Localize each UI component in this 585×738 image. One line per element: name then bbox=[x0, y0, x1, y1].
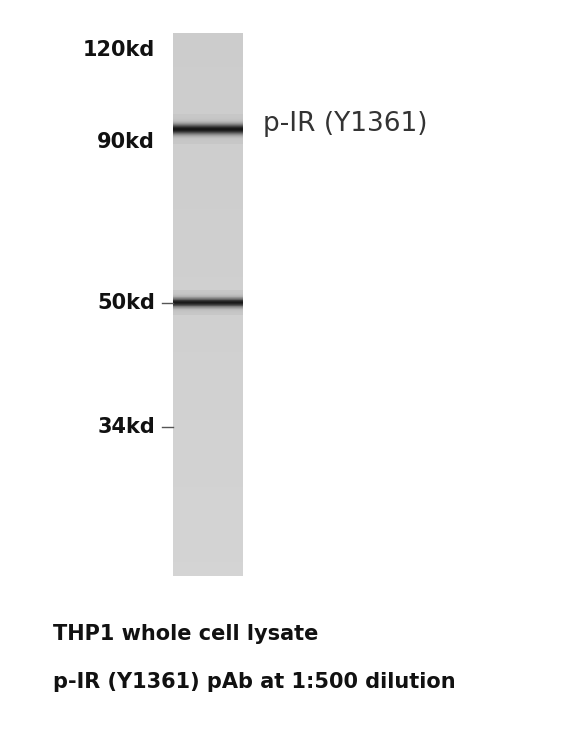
Bar bbox=[173, 427, 243, 433]
Bar bbox=[173, 210, 243, 216]
Bar bbox=[173, 257, 243, 263]
Bar bbox=[173, 108, 243, 114]
Bar bbox=[173, 535, 243, 542]
Bar bbox=[173, 148, 243, 155]
Bar bbox=[173, 101, 243, 108]
Bar bbox=[173, 311, 243, 318]
Bar bbox=[173, 33, 243, 40]
Bar bbox=[173, 521, 243, 528]
Bar bbox=[173, 74, 243, 80]
Bar bbox=[173, 331, 243, 338]
Text: p-IR (Y1361) pAb at 1:500 dilution: p-IR (Y1361) pAb at 1:500 dilution bbox=[53, 672, 455, 692]
Bar bbox=[173, 345, 243, 352]
Bar bbox=[173, 135, 243, 142]
Bar bbox=[173, 61, 243, 67]
Bar bbox=[173, 352, 243, 359]
Bar bbox=[173, 528, 243, 535]
Bar bbox=[173, 277, 243, 284]
Bar bbox=[173, 325, 243, 331]
Bar bbox=[173, 393, 243, 399]
Bar bbox=[173, 338, 243, 345]
Bar bbox=[173, 284, 243, 291]
Bar bbox=[173, 40, 243, 46]
Bar bbox=[173, 182, 243, 189]
Bar bbox=[173, 514, 243, 521]
Bar bbox=[173, 176, 243, 182]
Bar bbox=[173, 386, 243, 393]
Bar bbox=[173, 223, 243, 230]
Bar bbox=[173, 433, 243, 440]
Bar bbox=[173, 454, 243, 461]
Text: 90kd: 90kd bbox=[97, 131, 155, 152]
Bar bbox=[173, 196, 243, 203]
Text: 34kd: 34kd bbox=[97, 416, 155, 437]
Bar bbox=[173, 359, 243, 365]
Bar bbox=[173, 237, 243, 244]
Bar bbox=[173, 406, 243, 413]
Bar bbox=[173, 244, 243, 250]
Bar bbox=[173, 420, 243, 427]
Bar bbox=[173, 216, 243, 223]
Bar bbox=[173, 542, 243, 548]
Bar bbox=[173, 494, 243, 501]
Bar bbox=[173, 67, 243, 74]
Bar bbox=[173, 569, 243, 576]
Bar bbox=[173, 94, 243, 101]
Text: THP1 whole cell lysate: THP1 whole cell lysate bbox=[53, 624, 318, 644]
Bar bbox=[173, 169, 243, 176]
Bar bbox=[173, 128, 243, 135]
Bar bbox=[173, 155, 243, 162]
Bar bbox=[173, 379, 243, 386]
Bar bbox=[173, 480, 243, 488]
Bar bbox=[173, 555, 243, 562]
Bar bbox=[173, 250, 243, 257]
Bar bbox=[173, 365, 243, 372]
Bar bbox=[173, 304, 243, 311]
Bar bbox=[173, 461, 243, 467]
Bar bbox=[173, 488, 243, 494]
Bar bbox=[173, 372, 243, 379]
Bar bbox=[173, 467, 243, 474]
Bar bbox=[173, 548, 243, 555]
Bar bbox=[173, 121, 243, 128]
Text: 50kd: 50kd bbox=[97, 292, 155, 313]
Bar bbox=[173, 297, 243, 305]
Bar bbox=[173, 203, 243, 210]
Bar bbox=[173, 508, 243, 514]
Bar bbox=[173, 189, 243, 196]
Bar bbox=[173, 413, 243, 420]
Bar bbox=[173, 318, 243, 325]
Bar bbox=[173, 142, 243, 148]
Bar bbox=[173, 399, 243, 406]
Bar bbox=[173, 87, 243, 94]
Bar bbox=[173, 263, 243, 271]
Bar bbox=[173, 474, 243, 480]
Bar bbox=[173, 54, 243, 61]
Bar bbox=[173, 80, 243, 88]
Bar bbox=[173, 271, 243, 277]
Text: p-IR (Y1361): p-IR (Y1361) bbox=[263, 111, 428, 137]
Bar bbox=[173, 440, 243, 446]
Bar bbox=[173, 501, 243, 508]
Bar bbox=[173, 114, 243, 121]
Bar bbox=[173, 446, 243, 454]
Text: 120kd: 120kd bbox=[82, 40, 155, 61]
Bar bbox=[173, 291, 243, 297]
Bar bbox=[173, 562, 243, 569]
Bar bbox=[173, 230, 243, 237]
Bar bbox=[173, 162, 243, 169]
Bar bbox=[173, 46, 243, 54]
